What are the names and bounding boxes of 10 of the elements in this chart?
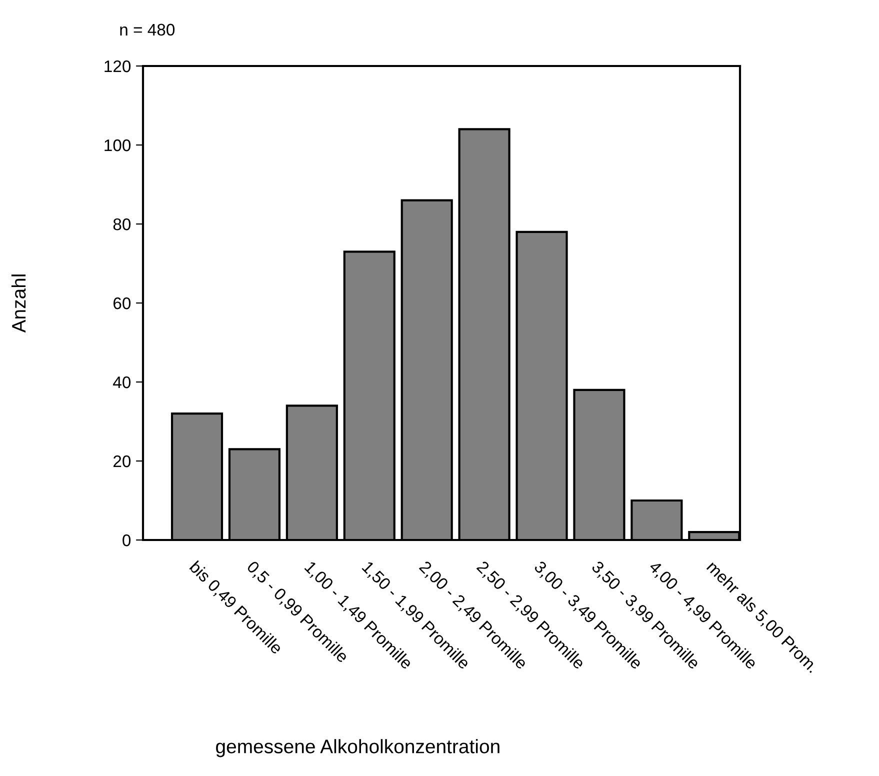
- y-tick-label: 100: [104, 139, 131, 152]
- y-tick-label: 0: [122, 534, 131, 546]
- y-axis-title: Anzahl: [11, 274, 26, 333]
- x-axis-title: gemessene Alkoholkonzentration: [216, 739, 500, 758]
- y-tick-label: 20: [113, 455, 131, 468]
- y-tick-label: 60: [114, 297, 131, 310]
- y-tick-label: 40: [113, 376, 131, 388]
- y-tick-label: 80: [113, 218, 131, 230]
- chart-title: n = 480: [120, 24, 175, 36]
- y-tick-label: 120: [104, 60, 131, 72]
